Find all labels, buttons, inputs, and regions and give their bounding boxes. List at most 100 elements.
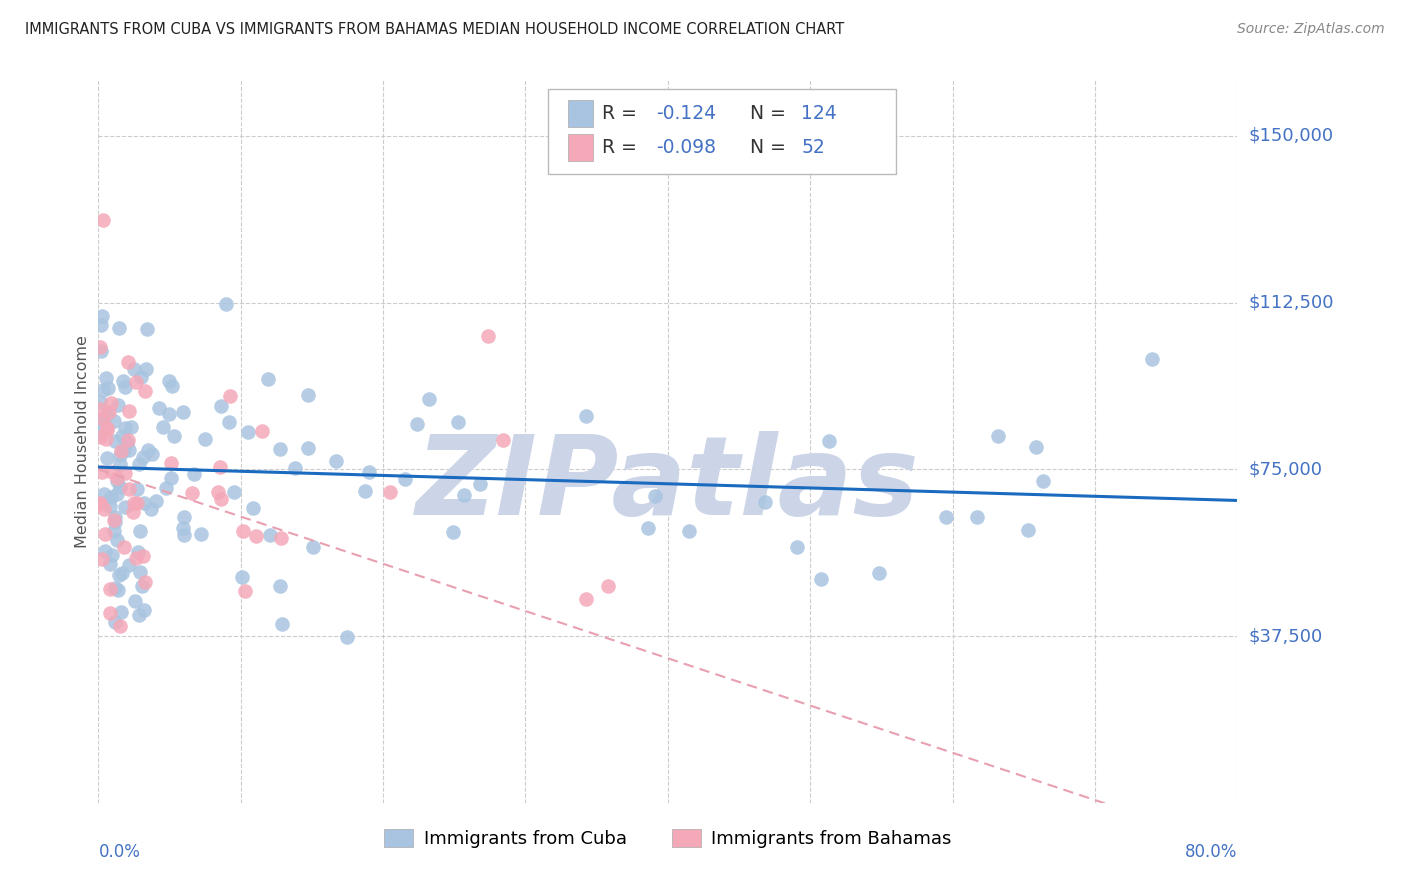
Point: [103, 513, 125, 527]
Point: [233, 584, 256, 599]
Point: [105, 474, 128, 488]
Point: [575, 409, 598, 423]
Point: [90, 343, 112, 358]
Point: [190, 526, 212, 541]
Point: [183, 467, 205, 481]
Point: [441, 524, 464, 539]
Point: [91, 465, 114, 479]
Point: [209, 399, 232, 413]
Point: [157, 374, 180, 388]
Point: [114, 466, 136, 480]
Point: [93, 543, 115, 558]
Point: [297, 441, 319, 455]
Point: [96, 407, 118, 421]
Point: [127, 545, 149, 559]
Point: [97, 381, 120, 395]
Point: [115, 436, 138, 450]
Point: [209, 459, 232, 474]
Point: [122, 362, 145, 376]
Y-axis label: Median Household Income: Median Household Income: [75, 335, 90, 548]
Point: [236, 425, 259, 439]
Point: [678, 524, 700, 539]
Point: [160, 471, 183, 485]
Point: [125, 496, 148, 510]
Point: [172, 405, 194, 419]
Point: [108, 448, 131, 462]
Point: [114, 420, 136, 434]
Text: 124: 124: [801, 104, 837, 123]
Point: [117, 354, 139, 368]
Point: [394, 472, 416, 486]
Point: [89, 425, 111, 439]
Point: [134, 496, 156, 510]
Point: [215, 297, 238, 311]
Point: [100, 490, 122, 504]
Point: [596, 579, 619, 593]
Point: [132, 450, 155, 464]
Point: [103, 524, 125, 539]
Point: [259, 528, 281, 542]
Point: [98, 405, 121, 419]
Point: [89, 496, 111, 510]
Point: [145, 494, 167, 508]
Point: [173, 528, 195, 542]
Point: [110, 605, 132, 619]
Point: [297, 387, 319, 401]
Point: [160, 456, 183, 470]
Point: [453, 488, 475, 502]
Point: [271, 616, 294, 631]
Point: [231, 570, 253, 584]
Point: [242, 501, 264, 516]
Point: [108, 568, 131, 582]
Point: [477, 329, 499, 343]
Point: [818, 434, 841, 448]
Point: [98, 606, 121, 620]
Text: N =: N =: [749, 104, 792, 123]
Point: [103, 413, 125, 427]
Point: [868, 566, 890, 581]
Point: [96, 451, 118, 466]
Point: [110, 443, 132, 458]
Point: [112, 444, 135, 458]
Point: [152, 420, 174, 434]
Point: [104, 516, 127, 530]
Point: [115, 434, 138, 449]
Text: Source: ZipAtlas.com: Source: ZipAtlas.com: [1237, 22, 1385, 37]
FancyBboxPatch shape: [548, 89, 896, 174]
Point: [107, 583, 129, 598]
Point: [155, 481, 177, 495]
Point: [112, 540, 135, 554]
Point: [118, 404, 141, 418]
Point: [468, 477, 491, 491]
Point: [100, 465, 122, 479]
Point: [283, 461, 305, 475]
Point: [90, 412, 112, 426]
Point: [96, 421, 118, 435]
Point: [111, 566, 134, 580]
Point: [105, 471, 128, 485]
Point: [128, 607, 150, 622]
Legend: Immigrants from Cuba, Immigrants from Bahamas: Immigrants from Cuba, Immigrants from Ba…: [377, 822, 959, 855]
Point: [357, 465, 380, 479]
Point: [1025, 441, 1047, 455]
Point: [270, 531, 292, 545]
Point: [120, 420, 142, 434]
Point: [93, 502, 115, 516]
Text: 80.0%: 80.0%: [1185, 843, 1237, 861]
Point: [118, 482, 141, 496]
Point: [141, 447, 163, 461]
Point: [90, 318, 112, 332]
Point: [406, 417, 429, 432]
Point: [336, 630, 359, 644]
Text: IMMIGRANTS FROM CUBA VS IMMIGRANTS FROM BAHAMAS MEDIAN HOUSEHOLD INCOME CORRELAT: IMMIGRANTS FROM CUBA VS IMMIGRANTS FROM …: [25, 22, 845, 37]
Point: [110, 458, 132, 472]
Point: [245, 529, 267, 543]
Point: [136, 442, 159, 457]
Point: [987, 429, 1010, 443]
Text: ZIPatlas: ZIPatlas: [416, 432, 920, 539]
Point: [163, 429, 186, 443]
Point: [104, 582, 127, 596]
Point: [89, 402, 111, 417]
Text: -0.098: -0.098: [657, 138, 717, 157]
Point: [94, 526, 117, 541]
